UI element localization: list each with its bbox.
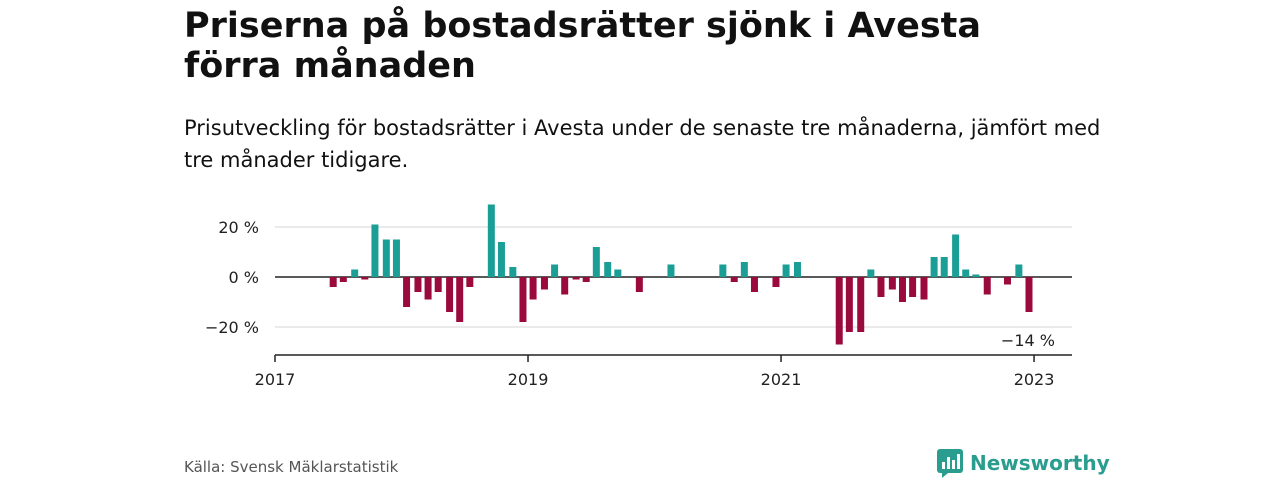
y-tick-label: −20 % [205,318,259,337]
bar [983,277,991,295]
bar [371,224,379,277]
bar [782,264,790,277]
bar [614,269,622,277]
bar [446,277,454,312]
chart-title: Priserna på bostadsrätter sjönk i Avesta… [184,6,982,86]
x-tick-label: 2021 [761,370,802,389]
bar [750,277,758,292]
bar [540,277,548,290]
source-note: Källa: Svensk Mäklarstatistik [184,458,399,476]
bar [604,262,612,277]
brand-name: Newsworthy [970,451,1110,475]
bar [582,277,590,282]
x-tick-label: 2023 [1014,370,1055,389]
bar [466,277,474,287]
bar [972,274,980,277]
last-value-annotation: −14 % [1001,331,1055,350]
bar [857,277,865,332]
bar [382,239,390,277]
bar [497,242,505,277]
y-tick-label: 20 % [218,218,259,237]
bar [740,262,748,277]
bar [551,264,559,277]
bar [572,277,580,280]
chart-subtitle: Prisutveckling för bostadsrätter i Avest… [184,116,1101,172]
bar [519,277,527,322]
bar [1003,277,1011,285]
tick-labels: 20 % 0 % −20 % 2017 2019 2021 2023 −14 % [205,218,1055,389]
x-tick-label: 2017 [255,370,296,389]
bar [898,277,906,302]
bar [877,277,885,297]
bar [509,267,517,277]
y-tick-label: 0 % [229,268,259,287]
bar [1025,277,1033,312]
bar [339,277,347,282]
bar [940,257,948,277]
bar [561,277,569,295]
bar [793,262,801,277]
bar [667,264,675,277]
bar [351,269,359,277]
bar [888,277,896,290]
bar [424,277,432,300]
bar [772,277,780,287]
axes [274,354,1072,362]
bar [392,239,400,277]
bar [962,269,970,277]
bar [730,277,738,282]
bar [909,277,917,297]
bar [867,269,875,277]
bar [845,277,853,332]
bar [719,264,727,277]
bar [414,277,422,292]
bar [635,277,643,292]
bar-chart: 20 % 0 % −20 % 2017 2019 2021 2023 −14 % [205,204,1072,389]
brand-logo: Newsworthy [936,448,1110,478]
bar [930,257,938,277]
bar [835,277,843,345]
bar [434,277,442,292]
bar [456,277,464,322]
x-tick-label: 2019 [508,370,549,389]
bar [1015,264,1023,277]
bar [329,277,337,287]
newsworthy-logo-icon [937,449,963,478]
bar [952,234,960,277]
bar [487,204,495,277]
bar [592,247,600,277]
bar [529,277,537,300]
bars [329,204,1033,345]
bar [361,277,369,280]
bar [403,277,411,307]
bar [920,277,928,300]
